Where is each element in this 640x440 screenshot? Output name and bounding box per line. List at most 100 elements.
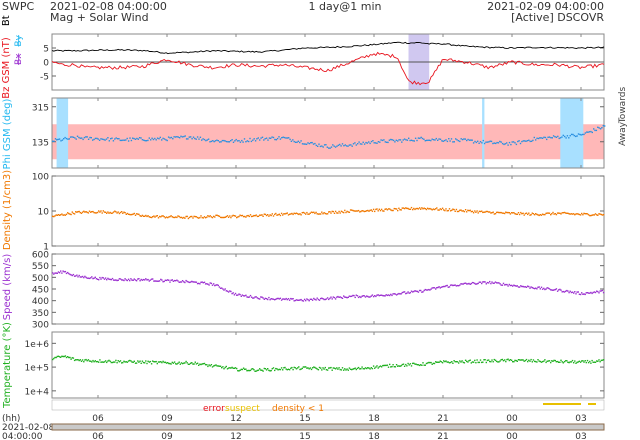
data-point <box>415 363 417 365</box>
data-point <box>380 294 383 296</box>
data-point <box>464 282 467 284</box>
data-point <box>530 358 532 361</box>
data-point <box>567 212 569 214</box>
data-point <box>316 368 318 370</box>
data-point <box>176 216 178 219</box>
data-point <box>294 299 297 302</box>
data-point <box>116 279 118 282</box>
data-point <box>383 364 385 367</box>
data-point <box>482 211 484 214</box>
data-point <box>270 137 272 139</box>
data-point <box>426 207 429 209</box>
data-point <box>151 137 153 139</box>
data-point <box>265 369 268 371</box>
data-point <box>462 361 464 364</box>
data-point <box>338 210 340 213</box>
data-point <box>597 126 599 128</box>
data-point <box>435 288 437 290</box>
data-point <box>477 140 479 142</box>
data-point <box>455 285 458 287</box>
data-point <box>472 142 475 144</box>
y-tick-label: 135 <box>32 138 49 148</box>
data-point <box>539 137 541 139</box>
data-point <box>271 213 273 215</box>
data-point <box>154 361 156 363</box>
data-point <box>90 360 92 362</box>
data-point <box>279 368 282 371</box>
data-point <box>275 367 277 370</box>
data-point <box>298 366 300 368</box>
data-point <box>355 210 357 212</box>
data-point <box>150 139 152 141</box>
data-point <box>127 278 130 280</box>
y-tick-label: 100 <box>32 173 49 183</box>
data-point <box>578 360 581 362</box>
data-point <box>446 210 448 212</box>
data-point <box>282 298 284 300</box>
data-point <box>79 359 81 361</box>
data-point <box>325 213 328 215</box>
flag-suspect-label: suspect <box>225 404 260 414</box>
data-point <box>71 357 73 359</box>
data-point <box>394 366 397 368</box>
data-point <box>350 144 352 146</box>
data-point <box>579 214 582 216</box>
data-point <box>495 211 498 214</box>
data-point <box>54 138 57 140</box>
data-point <box>186 280 188 283</box>
data-point <box>366 367 368 370</box>
data-point <box>72 357 75 359</box>
data-point <box>410 365 413 367</box>
data-point <box>280 367 283 369</box>
data-point <box>573 292 575 294</box>
data-point <box>514 142 516 144</box>
data-point <box>54 272 56 274</box>
data-point <box>282 214 284 216</box>
data-point <box>291 212 293 215</box>
data-point <box>461 360 463 362</box>
data-point <box>64 214 67 216</box>
data-point <box>274 299 276 301</box>
data-point <box>317 298 320 301</box>
data-point <box>138 361 140 363</box>
data-point <box>81 137 83 139</box>
data-point <box>279 214 282 217</box>
data-point <box>231 292 233 295</box>
data-point <box>288 369 291 371</box>
time-axis-upper: 06 09 12 15 18 21 00 03 <box>92 414 586 424</box>
data-point <box>141 139 144 141</box>
data-point <box>94 137 97 140</box>
data-point <box>475 362 477 364</box>
data-point <box>300 298 302 301</box>
data-point <box>139 280 141 282</box>
data-point <box>492 211 494 213</box>
data-point <box>375 295 377 298</box>
data-point <box>540 286 543 288</box>
data-point <box>323 368 325 370</box>
data-point <box>532 139 534 142</box>
data-point <box>559 137 562 139</box>
data-point <box>107 137 109 139</box>
data-point <box>401 141 403 143</box>
data-point <box>111 137 113 139</box>
data-point <box>172 216 175 219</box>
data-point <box>278 213 280 215</box>
data-point <box>217 215 219 217</box>
data-point <box>274 138 276 141</box>
data-point <box>292 213 294 216</box>
data-point <box>188 281 191 284</box>
data-point <box>123 139 126 141</box>
data-point <box>548 136 551 138</box>
data-point <box>65 137 68 140</box>
data-point <box>282 369 284 371</box>
data-point <box>317 145 319 147</box>
data-point <box>116 212 118 214</box>
data-point <box>277 297 279 300</box>
data-point <box>329 367 331 369</box>
data-point <box>391 139 393 141</box>
data-point <box>599 361 601 363</box>
data-point <box>362 295 364 297</box>
data-point <box>539 288 541 290</box>
data-point <box>524 212 527 215</box>
data-point <box>259 368 261 370</box>
